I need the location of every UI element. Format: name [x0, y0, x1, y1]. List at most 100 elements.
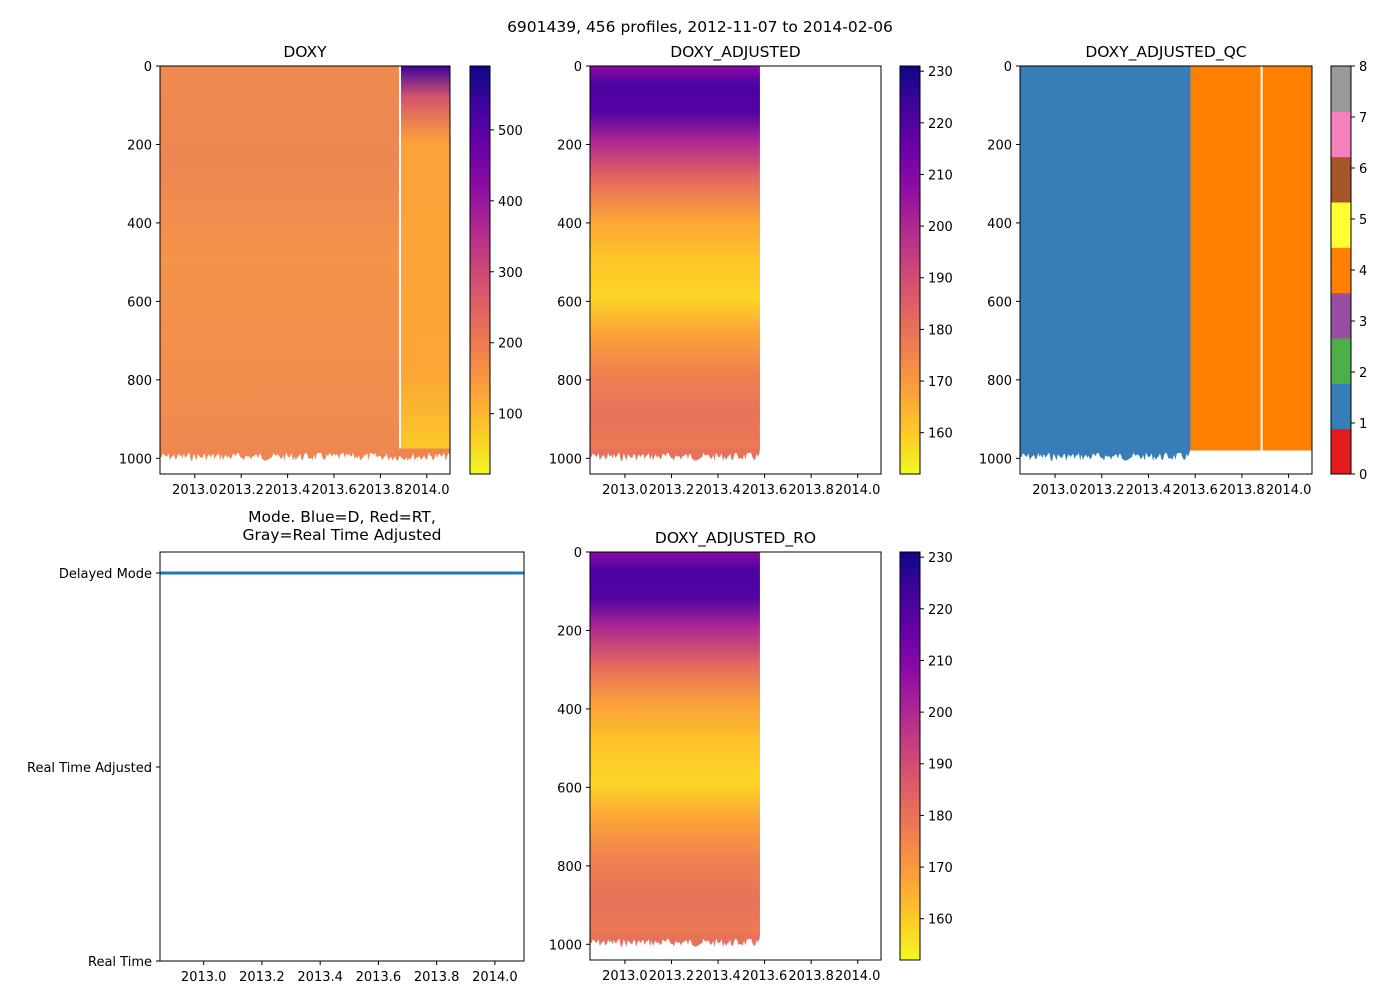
figure-title: 6901439, 456 profiles, 2012-11-07 to 201… [507, 18, 893, 36]
plot-title: DOXY_ADJUSTED_RO [655, 529, 816, 548]
y-category-label: Delayed Mode [59, 567, 152, 582]
colorbar-segment [1331, 202, 1351, 248]
x-tick-label: 2013.2 [1079, 483, 1125, 498]
x-tick-label: 2013.2 [239, 970, 285, 985]
chart-panel-1: 2013.0 2013.2 2013.4 2013.6 2013.8 2014.0 0 200… [119, 43, 523, 498]
colorbar-segment [1331, 338, 1351, 384]
y-tick-label: 800 [127, 374, 152, 389]
colorbar-tick-label: 230 [928, 551, 953, 566]
x-tick-label: 2013.4 [1126, 483, 1172, 498]
qc-bottom-edge [1020, 448, 1191, 461]
y-tick-label: 1000 [119, 452, 152, 467]
colorbar-tick-label: 190 [928, 272, 953, 287]
colorbar-segment [1331, 383, 1351, 430]
colorbar-tick-label: 2 [1359, 366, 1367, 381]
plot-frame [159, 551, 525, 962]
x-tick-label: 2013.2 [649, 483, 695, 498]
colorbar-tick-label: 180 [928, 323, 953, 338]
y-tick-label: 1000 [549, 452, 582, 467]
colorbar-tick-label: 160 [928, 913, 953, 928]
colorbar-tick-label: 210 [928, 654, 953, 669]
colorbar [899, 551, 921, 961]
x-tick-label: 2013.4 [695, 969, 741, 984]
y-tick-label: 400 [987, 217, 1012, 232]
x-tick-label: 2013.6 [1172, 483, 1218, 498]
heatmap-bottom-edge [160, 448, 450, 461]
y-tick-label: 200 [557, 624, 582, 639]
colorbar-tick-label: 200 [928, 706, 953, 721]
y-tick-label: 400 [127, 217, 152, 232]
colorbar-tick-label: 500 [498, 124, 523, 139]
qc-gap [1260, 66, 1263, 451]
colorbar-segment [1331, 247, 1351, 294]
chart-panel-2: 2013.0 2013.2 2013.4 2013.6 2013.8 2014.0 0 200… [549, 43, 953, 498]
x-tick-label: 2013.0 [1032, 483, 1078, 498]
heatmap-bottom-edge [590, 934, 760, 947]
chart-panel-5: 2013.0 2013.2 2013.4 2013.6 2013.8 2014.0 0 200… [549, 529, 953, 984]
plot-frame [1019, 65, 1313, 475]
y-tick-label: 800 [987, 374, 1012, 389]
colorbar-tick-label: 300 [498, 266, 523, 281]
plot-background [160, 552, 524, 961]
x-tick-label: 2013.0 [172, 483, 218, 498]
colorbar-tick-label: 3 [1359, 315, 1367, 330]
y-tick-label: 600 [987, 295, 1012, 310]
y-tick-label: 200 [557, 138, 582, 153]
colorbar-tick-label: 210 [928, 168, 953, 183]
x-tick-label: 2014.0 [1266, 483, 1312, 498]
y-category-label: Real Time Adjusted [27, 761, 152, 776]
x-tick-label: 2013.0 [602, 969, 648, 984]
colorbar-segment [1331, 428, 1351, 475]
colorbar-tick-label: 220 [928, 117, 953, 132]
chart-panel-3: 2013.0 2013.2 2013.4 2013.6 2013.8 2014.0 0 200… [979, 43, 1367, 498]
colorbar [899, 65, 921, 475]
heatmap-field [160, 66, 399, 451]
colorbar-tick-label: 5 [1359, 213, 1367, 228]
y-tick-label: 400 [557, 703, 582, 718]
colorbar-tick-label: 180 [928, 809, 953, 824]
colorbar-tick-label: 6 [1359, 162, 1367, 177]
x-tick-label: 2013.4 [265, 483, 311, 498]
colorbar-tick-label: 1 [1359, 417, 1367, 432]
x-tick-label: 2013.8 [1219, 483, 1265, 498]
y-tick-label: 600 [557, 781, 582, 796]
heatmap-bottom-edge [590, 448, 760, 461]
colorbar [469, 65, 491, 475]
x-tick-label: 2013.6 [356, 970, 402, 985]
plot-title: Gray=Real Time Adjusted [242, 526, 441, 544]
colorbar-tick-label: 7 [1359, 111, 1367, 126]
heatmap-field [590, 66, 760, 451]
heatmap-field-recent [400, 66, 450, 451]
colorbar-tick-label: 400 [498, 195, 523, 210]
colorbar-tick-label: 8 [1359, 60, 1367, 75]
y-tick-label: 1000 [549, 938, 582, 953]
x-tick-label: 2013.4 [695, 483, 741, 498]
colorbar-segment [1331, 156, 1351, 203]
colorbar-tick-label: 220 [928, 603, 953, 618]
x-tick-label: 2013.2 [218, 483, 264, 498]
plot-title: DOXY [283, 43, 327, 61]
x-tick-label: 2013.4 [297, 970, 343, 985]
y-tick-label: 0 [1004, 60, 1012, 75]
x-tick-label: 2013.8 [788, 483, 834, 498]
x-tick-label: 2013.2 [649, 969, 695, 984]
y-tick-label: 0 [144, 60, 152, 75]
plot-frame [589, 65, 882, 475]
plot-title: DOXY_ADJUSTED_QC [1085, 43, 1246, 62]
colorbar-tick-label: 0 [1359, 468, 1367, 483]
plot-title: DOXY_ADJUSTED [670, 43, 801, 62]
x-tick-label: 2013.8 [358, 483, 404, 498]
y-tick-label: 400 [557, 217, 582, 232]
y-tick-label: 200 [987, 138, 1012, 153]
colorbar-tick-label: 170 [928, 375, 953, 390]
y-tick-label: 800 [557, 374, 582, 389]
qc-segment [1020, 66, 1191, 451]
colorbar-tick-label: 4 [1359, 264, 1367, 279]
chart-panel-4: 2013.0 2013.2 2013.4 2013.6 2013.8 2014.0 Real… [27, 508, 525, 985]
y-tick-label: 0 [574, 546, 582, 561]
qc-segment [1190, 66, 1312, 451]
plot-frame [159, 65, 451, 475]
colorbar-tick-label: 100 [498, 408, 523, 423]
x-tick-label: 2013.6 [311, 483, 357, 498]
